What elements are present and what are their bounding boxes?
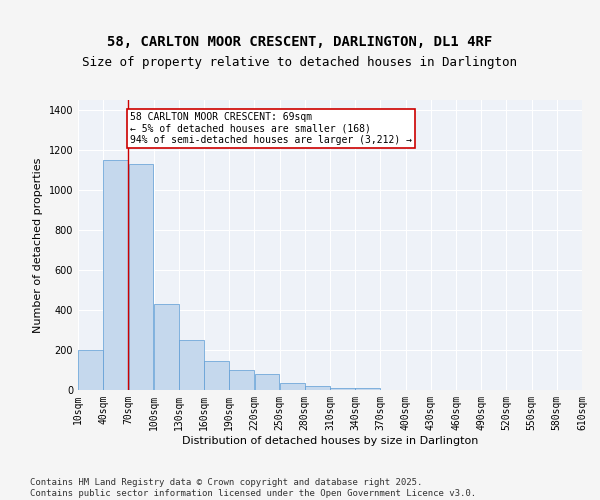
Y-axis label: Number of detached properties: Number of detached properties xyxy=(33,158,43,332)
X-axis label: Distribution of detached houses by size in Darlington: Distribution of detached houses by size … xyxy=(182,436,478,446)
Text: 58, CARLTON MOOR CRESCENT, DARLINGTON, DL1 4RF: 58, CARLTON MOOR CRESCENT, DARLINGTON, D… xyxy=(107,36,493,50)
Bar xyxy=(254,374,280,390)
Bar xyxy=(179,340,204,390)
Bar xyxy=(154,304,179,390)
Bar xyxy=(229,370,254,390)
Bar xyxy=(204,361,229,390)
Text: 58 CARLTON MOOR CRESCENT: 69sqm
← 5% of detached houses are smaller (168)
94% of: 58 CARLTON MOOR CRESCENT: 69sqm ← 5% of … xyxy=(130,112,412,145)
Bar xyxy=(103,160,128,390)
Bar xyxy=(355,388,380,390)
Text: Size of property relative to detached houses in Darlington: Size of property relative to detached ho… xyxy=(83,56,517,69)
Bar xyxy=(330,388,355,390)
Bar xyxy=(128,164,154,390)
Bar xyxy=(78,350,103,390)
Text: Contains HM Land Registry data © Crown copyright and database right 2025.
Contai: Contains HM Land Registry data © Crown c… xyxy=(30,478,476,498)
Bar xyxy=(280,383,305,390)
Bar xyxy=(305,386,330,390)
